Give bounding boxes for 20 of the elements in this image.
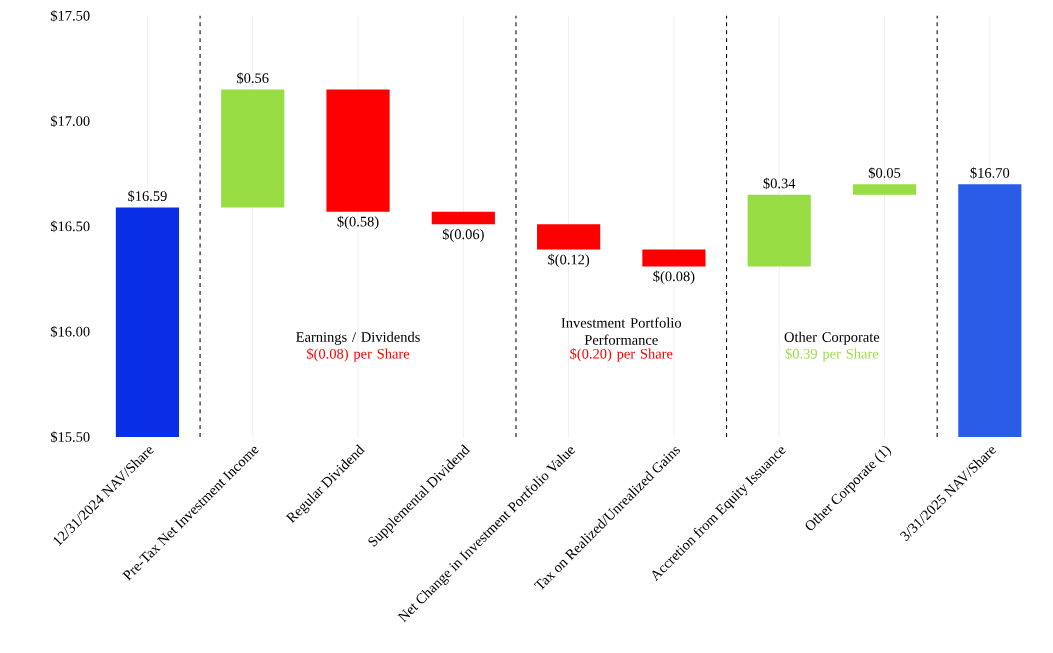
annotation: Investment Portfolio Performance: [561, 317, 682, 345]
data-label: $(0.06): [442, 228, 484, 243]
annotation: $0.39 per Share: [785, 348, 879, 362]
y-tick-label: $17.50: [50, 10, 90, 22]
y-tick-label: $16.00: [50, 325, 90, 338]
data-label: $16.59: [128, 190, 167, 202]
annotation: $(0.08) per Share: [306, 348, 410, 362]
data-label: $0.05: [868, 167, 901, 179]
data-label: $(0.58): [337, 215, 379, 230]
annotation: Earnings / Dividends: [296, 331, 420, 345]
annotation: $(0.20) per Share: [570, 348, 673, 362]
y-tick-label: $16.50: [50, 220, 90, 233]
data-label: $(0.12): [548, 253, 590, 268]
y-tick-label: $15.50: [50, 431, 90, 443]
data-label: $(0.08): [653, 270, 695, 285]
annotation: Other Corporate: [784, 331, 880, 345]
data-label: $0.56: [237, 72, 269, 85]
y-tick-label: $17.00: [50, 115, 90, 127]
data-label: $0.34: [763, 177, 796, 190]
data-label: $16.70: [970, 167, 1010, 179]
